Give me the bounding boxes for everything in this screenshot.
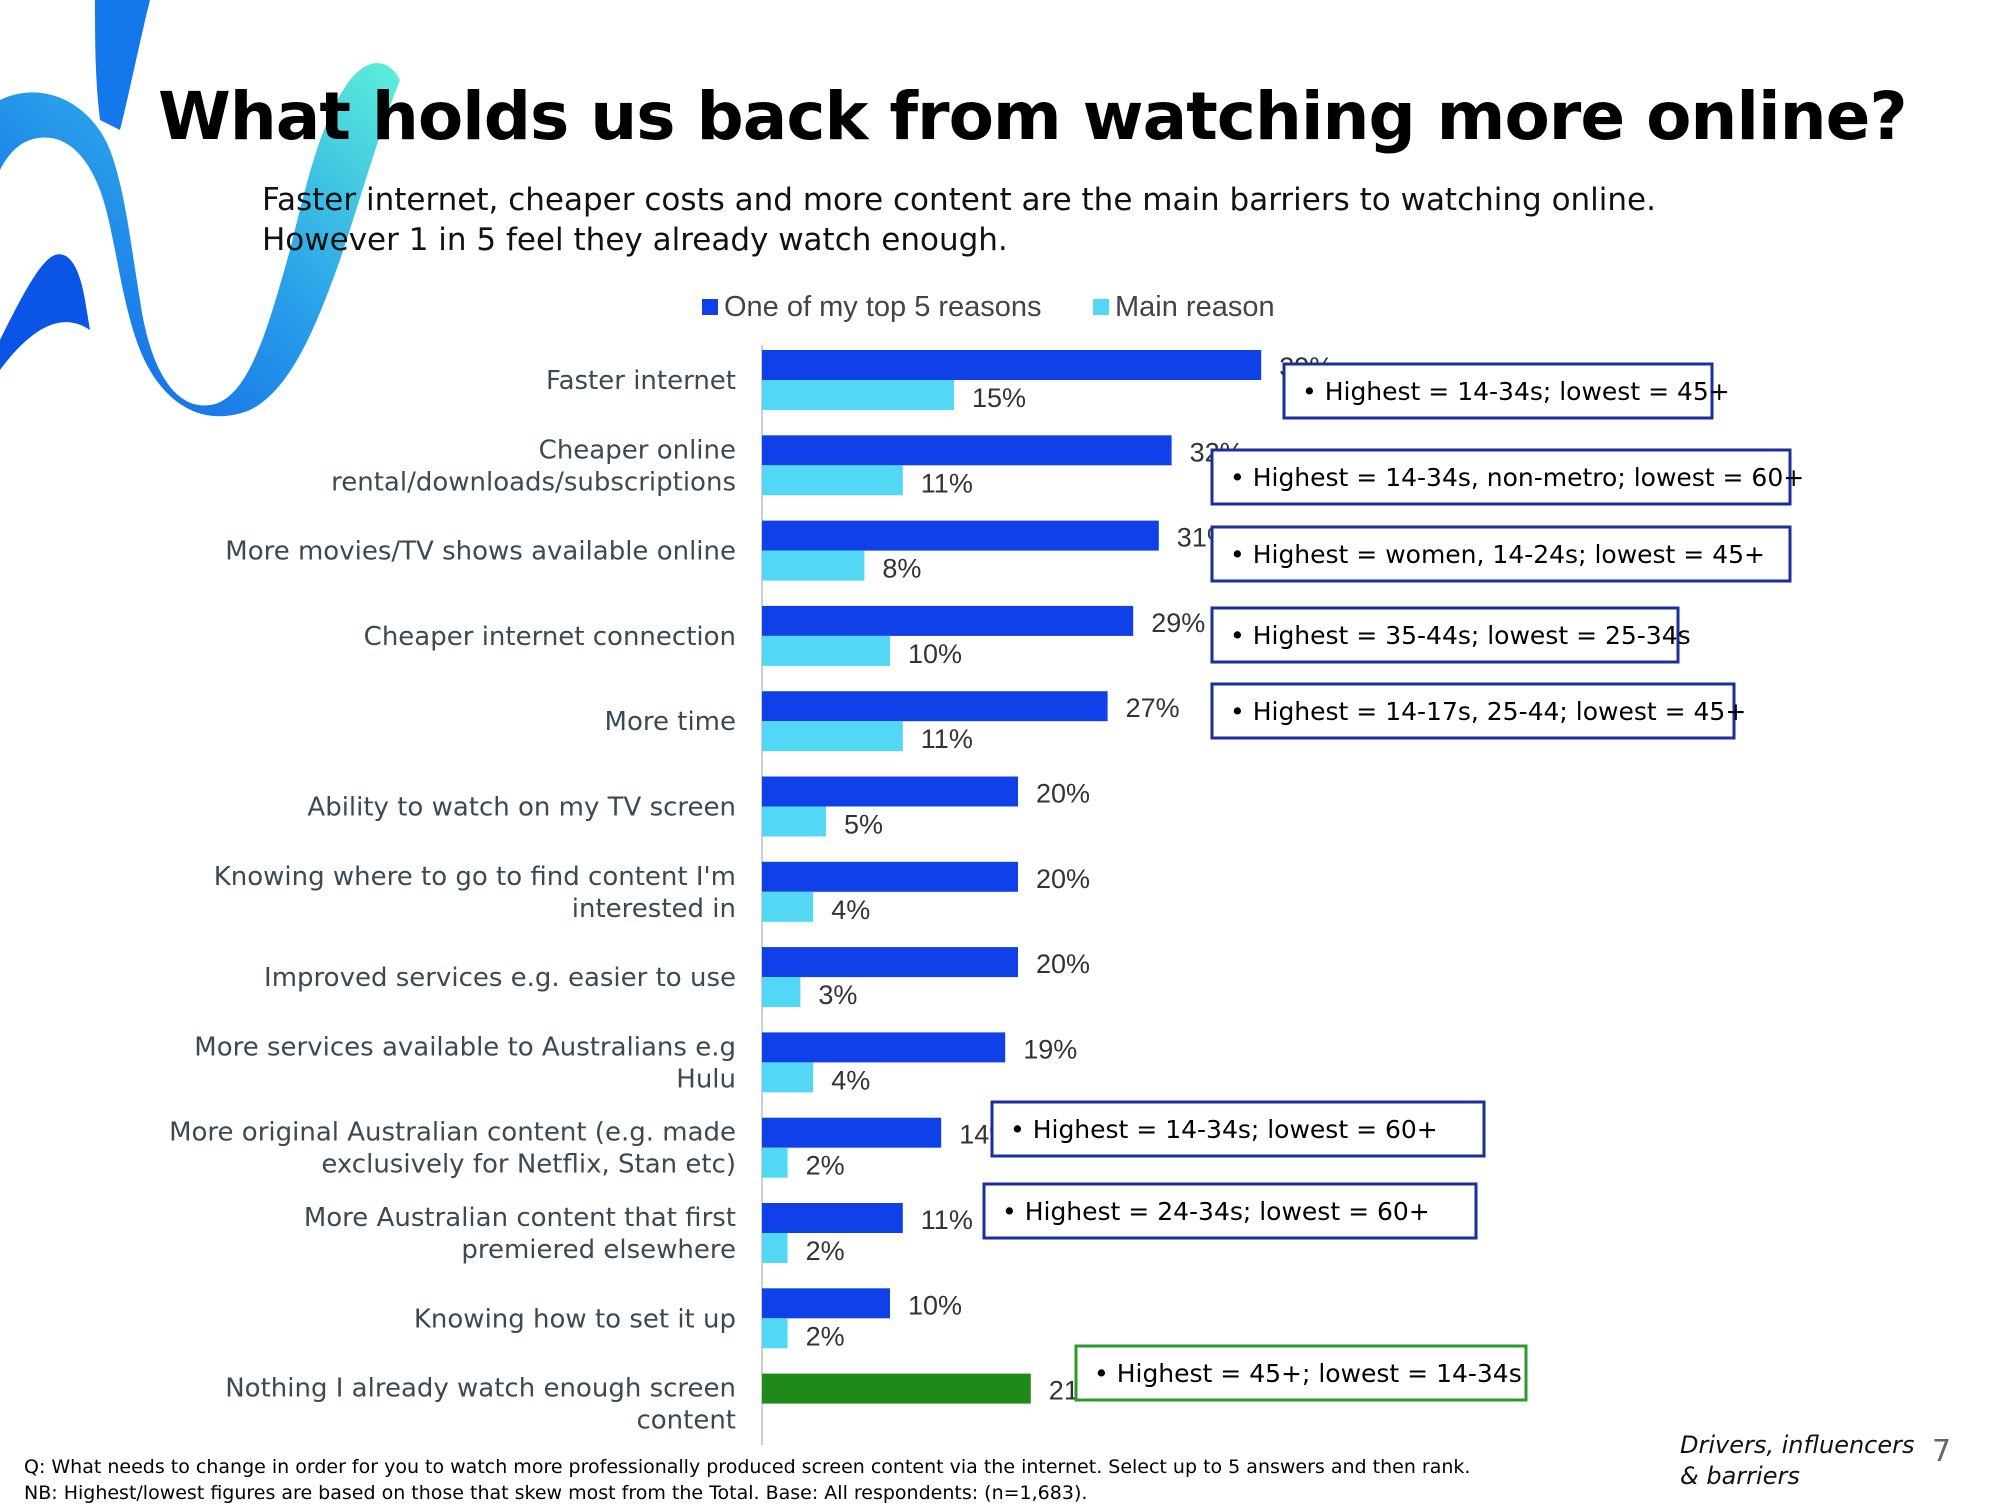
data-label-main: 4% (831, 895, 870, 925)
subtitle-line-2: However 1 in 5 feel they already watch e… (262, 222, 1008, 258)
section-label-line-1: Drivers, influencers (1680, 1431, 1915, 1459)
bar-top5 (762, 776, 1018, 807)
data-label-top5: 20% (1036, 949, 1090, 979)
category-label: Nothing I already watch enough screen (225, 1374, 736, 1404)
legend-swatch-main (1093, 299, 1109, 315)
category-label: More original Australian content (e.g. m… (169, 1118, 736, 1148)
callout-text: • Highest = 14-34s; lowest = 45+ (1302, 377, 1730, 406)
bar-top5 (762, 947, 1018, 978)
bar-main (762, 721, 903, 752)
bar-top5 (762, 1373, 1031, 1404)
section-label: Drivers, influencers & barriers (1680, 1430, 1915, 1492)
callout-text: • Highest = women, 14-24s; lowest = 45+ (1230, 540, 1765, 569)
brand-logo (0, 0, 400, 417)
data-label-top5: 10% (908, 1290, 962, 1320)
data-label-main: 10% (908, 639, 962, 669)
category-label: Improved services e.g. easier to use (264, 963, 736, 993)
data-label-main: 3% (818, 980, 857, 1010)
footnote-note: NB: Highest/lowest figures are based on … (24, 1482, 1088, 1504)
callout-text: • Highest = 45+; lowest = 14-34s (1094, 1359, 1522, 1388)
bar-main (762, 1062, 814, 1093)
data-label-top5: 27% (1126, 693, 1180, 723)
data-label-main: 5% (844, 810, 883, 840)
callout-box (1210, 682, 1736, 740)
category-label: Faster internet (546, 366, 736, 396)
data-label-top5: 19% (1023, 1034, 1077, 1064)
bar-top5 (762, 520, 1159, 551)
bar-main (762, 977, 801, 1008)
data-label-main: 8% (882, 554, 921, 584)
bar-top5 (762, 861, 1018, 892)
category-label: exclusively for Netflix, Stan etc) (321, 1150, 736, 1180)
callout-text: • Highest = 14-34s, non-metro; lowest = … (1230, 463, 1804, 492)
callout-box (1210, 606, 1680, 664)
bar-top5 (762, 1203, 903, 1233)
bar-top5 (762, 1032, 1006, 1063)
bar-main (762, 380, 954, 410)
category-label: More services available to Australians e… (194, 1032, 736, 1062)
callout-box (990, 1100, 1486, 1158)
footnote: Q: What needs to change in order for you… (24, 1454, 1470, 1506)
callout-box (982, 1182, 1478, 1240)
data-label-main: 2% (806, 1236, 845, 1266)
data-label-main: 11% (921, 468, 973, 498)
section-label-line-2: & barriers (1680, 1462, 1800, 1490)
bar-top5 (762, 1117, 942, 1148)
category-label: Knowing where to go to find content I'm (214, 862, 736, 892)
page-title: What holds us back from watching more on… (158, 78, 1908, 155)
data-label-main: 2% (806, 1321, 845, 1351)
category-label: Ability to watch on my TV screen (307, 793, 736, 823)
category-label: Knowing how to set it up (414, 1304, 736, 1334)
subtitle-line-1: Faster internet, cheaper costs and more … (262, 182, 1656, 218)
callout-box (1282, 362, 1714, 420)
category-label: premiered elsewhere (461, 1235, 736, 1265)
bar-main (762, 465, 903, 496)
bar-main (762, 1147, 788, 1178)
category-label: More Australian content that first (304, 1203, 736, 1233)
data-label-main: 2% (806, 1151, 845, 1181)
category-label: interested in (572, 894, 736, 924)
legend-swatch-top5 (702, 299, 718, 315)
bar-main (762, 806, 826, 837)
category-label: More movies/TV shows available online (225, 537, 736, 567)
category-label: Hulu (676, 1064, 736, 1094)
data-label-top5: 20% (1036, 779, 1090, 809)
data-label-main: 11% (921, 724, 973, 754)
data-label-top5: 29% (1151, 608, 1205, 638)
data-label-main: 4% (831, 1065, 870, 1095)
data-label-top5: 20% (1036, 864, 1090, 894)
legend-label-main: Main reason (1115, 291, 1275, 323)
bar-main (762, 1233, 788, 1263)
legend-label-top5: One of my top 5 reasons (724, 291, 1042, 323)
callout-box (1074, 1344, 1528, 1402)
bar-top5 (762, 605, 1134, 636)
bar-top5 (762, 691, 1108, 722)
page-number: 7 (1932, 1434, 1952, 1469)
bar-main (762, 891, 814, 922)
category-label: Cheaper online (539, 435, 736, 465)
category-label: More time (605, 707, 736, 737)
callout-box (1210, 525, 1792, 583)
callout-text: • Highest = 24-34s; lowest = 60+ (1002, 1197, 1430, 1226)
bar-top5 (762, 350, 1262, 380)
category-label: Cheaper internet connection (364, 622, 736, 652)
footnote-question: Q: What needs to change in order for you… (24, 1456, 1471, 1478)
callout-text: • Highest = 14-34s; lowest = 60+ (1010, 1115, 1438, 1144)
data-label-main: 15% (972, 383, 1026, 413)
bar-main (762, 635, 890, 666)
bar-main (762, 1318, 788, 1349)
data-label-top5: 11% (921, 1205, 973, 1235)
callout-text: • Highest = 14-17s, 25-44; lowest = 45+ (1230, 697, 1746, 726)
callout-box (1210, 448, 1792, 506)
category-label: content (636, 1406, 736, 1436)
bar-main (762, 550, 865, 581)
category-label: rental/downloads/subscriptions (331, 467, 736, 497)
bar-top5 (762, 1288, 890, 1319)
bar-top5 (762, 435, 1172, 466)
callout-text: • Highest = 35-44s; lowest = 25-34s (1230, 621, 1691, 650)
